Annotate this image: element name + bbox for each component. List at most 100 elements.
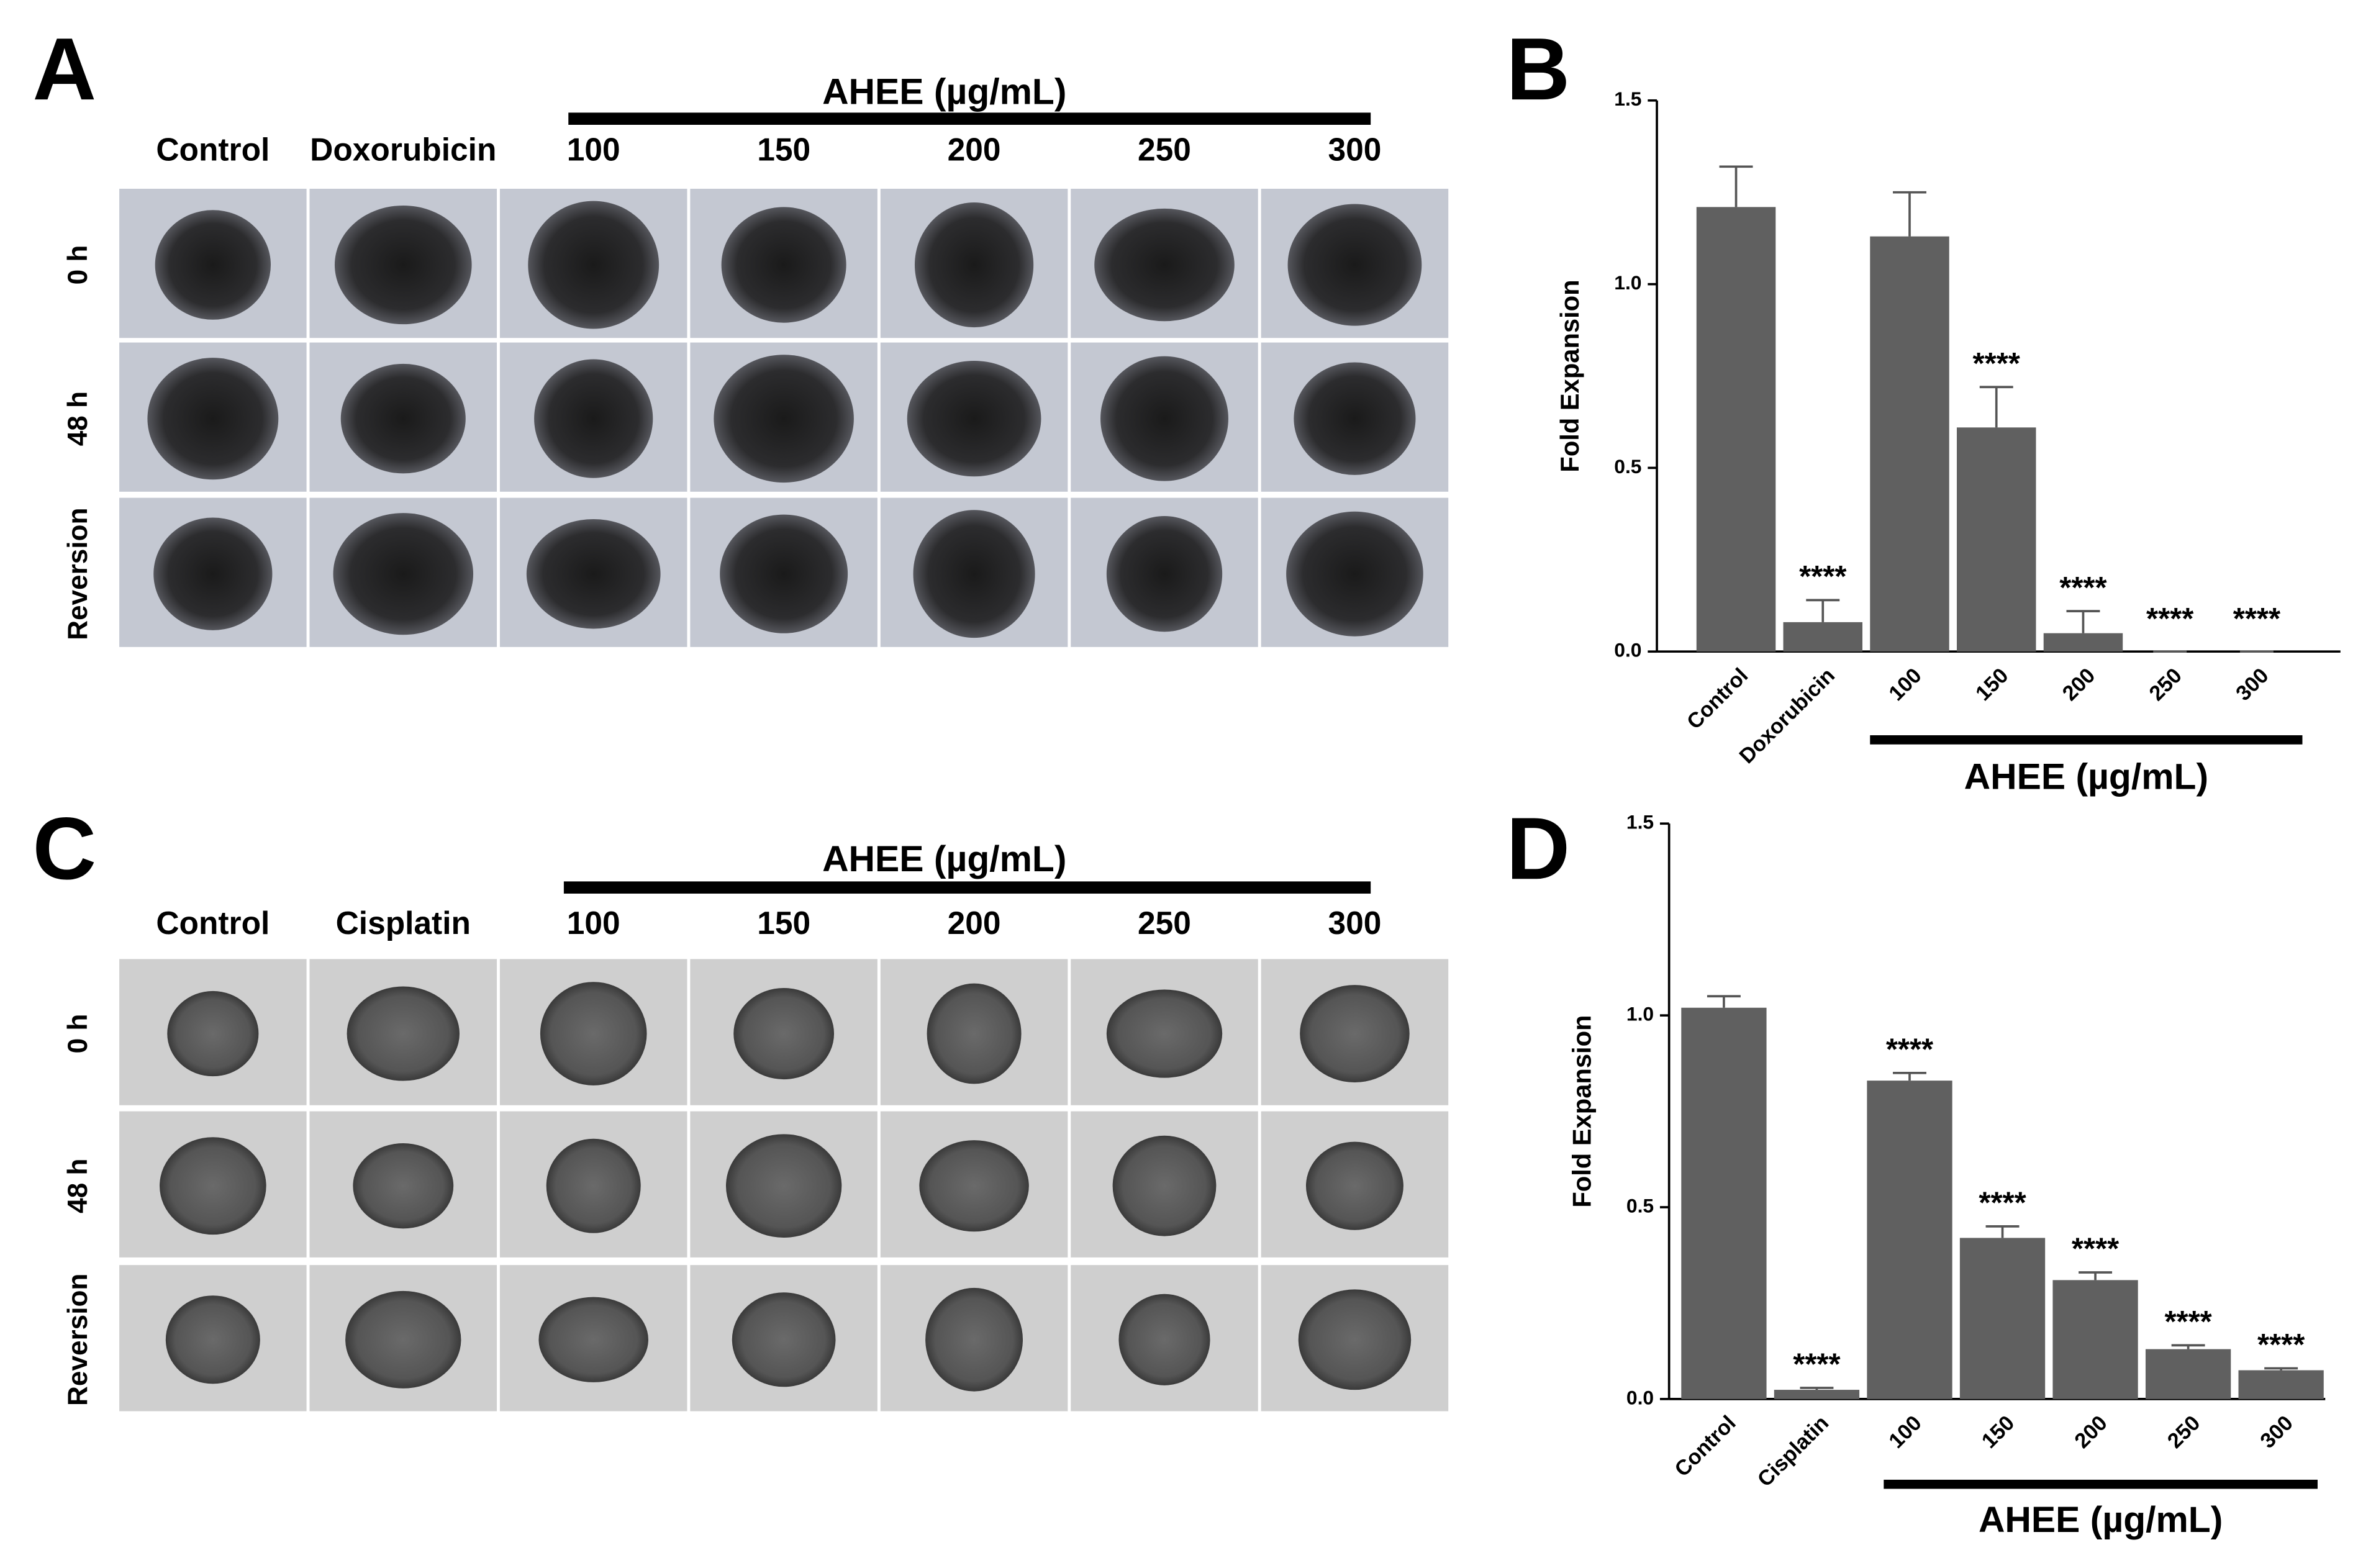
- spheroid: [714, 355, 854, 483]
- x-tick-label: 100: [1884, 664, 1926, 705]
- spheroid: [165, 1295, 260, 1384]
- spheroid: [534, 359, 653, 478]
- column-label: Control: [156, 132, 270, 168]
- y-tick-label: 1.0: [1614, 271, 1641, 294]
- spheroid: [160, 1137, 266, 1235]
- significance: ****: [2233, 602, 2281, 636]
- spheroid: [925, 1287, 1023, 1392]
- error-bar: [1893, 1071, 1926, 1081]
- column-label: 300: [1328, 132, 1381, 168]
- error-bar: [2264, 1367, 2298, 1371]
- y-tick-label: 0.0: [1614, 639, 1641, 661]
- spheroid: [1094, 208, 1235, 322]
- y-tick-label: 1.0: [1626, 1003, 1654, 1025]
- significance: ****: [1979, 1187, 2026, 1220]
- spheroid: [147, 358, 279, 480]
- column-label: 300: [1328, 905, 1381, 941]
- spheroid: [526, 519, 661, 629]
- panel-label: D: [1506, 799, 1570, 898]
- spheroid: [538, 1297, 648, 1382]
- x-tick-label: 300: [2256, 1411, 2298, 1452]
- column-label: 250: [1138, 905, 1191, 941]
- group-label: AHEE (µg/mL): [822, 839, 1066, 879]
- panel-label: C: [32, 799, 96, 898]
- spheroid: [1112, 1135, 1217, 1236]
- error-bar: [2171, 1344, 2205, 1349]
- x-tick-label: 200: [2058, 664, 2100, 705]
- spheroid: [167, 990, 259, 1077]
- error-bar: [1979, 386, 2013, 428]
- spheroid: [155, 210, 271, 320]
- x-tick-label: 300: [2231, 664, 2273, 705]
- spheroid: [913, 510, 1035, 638]
- x-tick-label: Control: [1671, 1411, 1741, 1481]
- column-label: 100: [567, 132, 620, 168]
- row-label: 0 h: [63, 1014, 93, 1054]
- y-axis-label: Fold Expansion: [1567, 1015, 1596, 1208]
- column-label: Cisplatin: [336, 905, 471, 941]
- bar: [2052, 1280, 2138, 1399]
- spheroid: [1287, 204, 1422, 326]
- column-label: 200: [948, 132, 1001, 168]
- column-label: Doxorubicin: [310, 132, 496, 168]
- panel-label: B: [1506, 20, 1570, 119]
- spheroid: [1106, 989, 1223, 1078]
- bar: [1956, 427, 2036, 652]
- significance: ****: [2164, 1305, 2212, 1339]
- bar: [2043, 633, 2123, 652]
- row-label: 48 h: [63, 391, 93, 446]
- bar: [1696, 207, 1776, 652]
- significance: ****: [1973, 347, 2021, 381]
- bar: [1783, 622, 1862, 652]
- error-bar: [1893, 191, 1926, 237]
- bar: [2238, 1370, 2324, 1399]
- column-label: 200: [948, 905, 1001, 941]
- column-label: 150: [757, 905, 810, 941]
- spheroid: [1294, 362, 1416, 475]
- spheroid: [914, 202, 1034, 328]
- panel-label: A: [32, 20, 96, 119]
- x-tick-label: 250: [2163, 1411, 2205, 1452]
- error-bar: [2066, 610, 2100, 633]
- bar: [2145, 1349, 2231, 1399]
- x-tick-label: 250: [2145, 664, 2187, 705]
- spheroid: [732, 1292, 836, 1387]
- bar: [1681, 1007, 1767, 1399]
- spheroid: [721, 207, 846, 323]
- significance: ****: [1799, 560, 1847, 594]
- y-tick-label: 1.5: [1614, 88, 1641, 110]
- group-label: AHEE (µg/mL): [1964, 757, 2208, 797]
- spheroid: [720, 514, 848, 633]
- spheroid: [1118, 1294, 1210, 1385]
- y-tick-label: 1.5: [1626, 811, 1654, 833]
- spheroid: [725, 1134, 842, 1238]
- spheroid: [919, 1140, 1029, 1232]
- spheroid: [340, 363, 466, 474]
- spheroid: [1100, 356, 1228, 481]
- spheroid: [540, 982, 647, 1085]
- row-label: Reversion: [63, 508, 93, 640]
- error-bar: [1806, 599, 1840, 622]
- spheroid: [1106, 516, 1223, 632]
- error-bar: [1719, 165, 1753, 207]
- spheroid: [345, 1290, 461, 1389]
- bar: [1870, 236, 1949, 652]
- significance: ****: [1793, 1348, 1841, 1382]
- spheroid: [927, 983, 1022, 1084]
- group-label: AHEE (µg/mL): [1979, 1500, 2223, 1540]
- column-label: 250: [1138, 132, 1191, 168]
- spheroid: [1298, 1289, 1412, 1390]
- x-tick-label: 200: [2070, 1411, 2111, 1452]
- column-label: 150: [757, 132, 810, 168]
- error-bar: [1707, 995, 1741, 1008]
- row-label: 48 h: [63, 1159, 93, 1213]
- significance: ****: [2059, 571, 2107, 605]
- x-tick-label: Cisplatin: [1753, 1411, 1833, 1491]
- spheroid: [153, 517, 273, 630]
- y-tick-label: 0.5: [1614, 455, 1641, 478]
- significance: ****: [1886, 1033, 1934, 1066]
- significance: ****: [2146, 602, 2194, 636]
- column-label: 100: [567, 905, 620, 941]
- x-tick-label: 100: [1884, 1411, 1926, 1452]
